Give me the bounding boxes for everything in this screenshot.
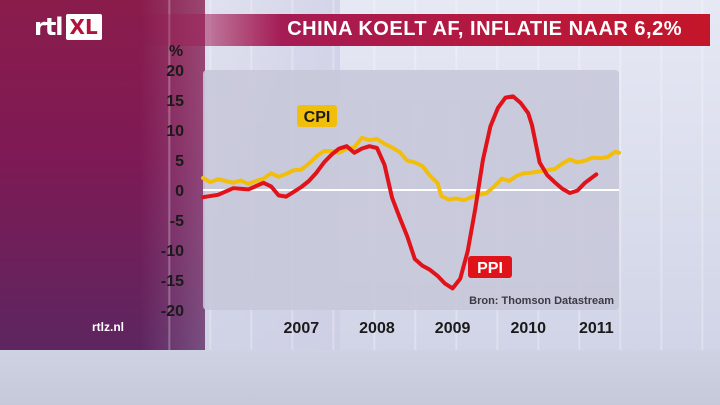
series-label-ppi: PPI xyxy=(477,260,503,277)
logo-xl: XL xyxy=(65,14,102,40)
x-tick-label: 2009 xyxy=(435,320,471,337)
x-tick-label: 2010 xyxy=(510,320,546,337)
title-bar: CHINA KOELT AF, INFLATIE NAAR 6,2% xyxy=(140,14,710,46)
bottom-band xyxy=(0,350,720,405)
y-tick-label: -15 xyxy=(161,273,184,290)
series-label-cpi: CPI xyxy=(304,109,331,126)
x-tick-label: 2008 xyxy=(359,320,395,337)
y-tick-label: 5 xyxy=(175,153,184,170)
site-url: rtlz.nl xyxy=(92,320,124,334)
series-label-box-ppi xyxy=(468,256,512,278)
x-tick-label: 2011 xyxy=(579,320,614,337)
y-tick-label: 0 xyxy=(175,183,184,200)
series-line-cpi xyxy=(201,135,621,203)
y-axis-label: % xyxy=(169,43,183,60)
source-note: Bron: Thomson Datastream xyxy=(469,295,614,307)
y-tick-label: 15 xyxy=(166,93,184,110)
series-line-ppi xyxy=(201,94,599,291)
y-tick-label: 20 xyxy=(166,63,184,80)
series-label-box-cpi xyxy=(297,105,337,127)
rtlxl-logo: rtl XL xyxy=(34,12,102,42)
y-tick-label: -5 xyxy=(170,213,184,230)
logo-rtl: rtl xyxy=(34,13,64,41)
y-tick-label: 10 xyxy=(166,123,184,140)
y-tick-label: -10 xyxy=(161,243,184,260)
y-tick-label: -20 xyxy=(161,303,184,320)
page-title: CHINA KOELT AF, INFLATIE NAAR 6,2% xyxy=(287,18,682,40)
x-tick-label: 2007 xyxy=(284,320,320,337)
